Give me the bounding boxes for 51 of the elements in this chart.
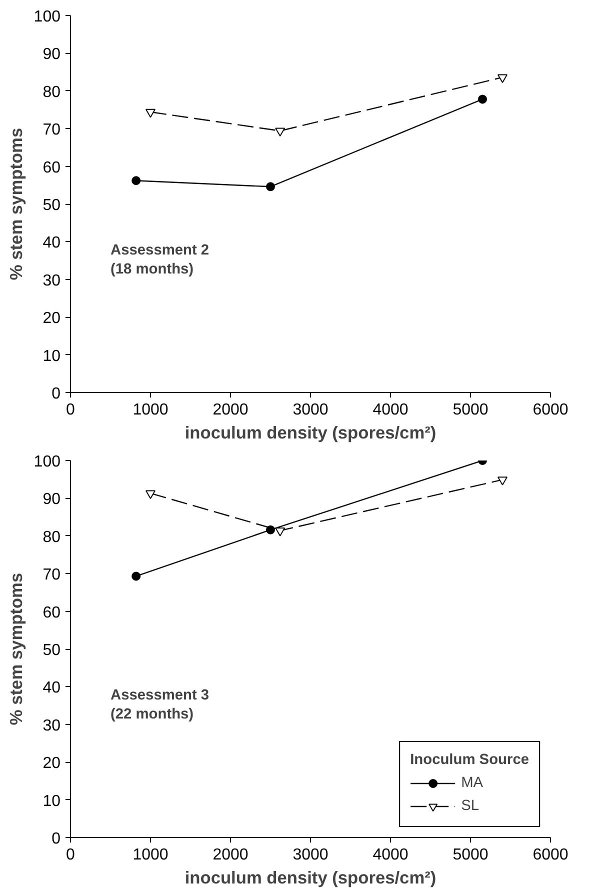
y-tick-label: 100 (34, 454, 61, 470)
y-tick-label: 100 (34, 8, 61, 26)
y-tick-label: 80 (42, 84, 61, 101)
x-tick-label: 6000 (532, 846, 568, 864)
y-tick-label: 10 (42, 792, 61, 810)
y-tick-label: 70 (42, 566, 61, 584)
y-tick-label: 50 (42, 197, 61, 214)
annotation: Assessment 2 (18 months) (110, 242, 210, 278)
y-tick-label: 80 (42, 528, 61, 546)
x-tick-label: 4000 (372, 846, 408, 864)
y-tick-label: 90 (42, 491, 61, 508)
y-tick-label: 0 (52, 386, 61, 402)
x-tick-label: 2000 (212, 846, 248, 864)
point (266, 182, 275, 192)
legend-label: SL (461, 798, 480, 814)
y-tick-label: 0 (52, 830, 61, 848)
y-tick-label: 20 (42, 755, 61, 772)
point (132, 176, 141, 186)
y-tick-label: 70 (42, 122, 61, 139)
x-tick-label: 0 (66, 846, 76, 864)
x-axis-title: inoculum density (spores/cm²) (184, 422, 436, 442)
y-tick-label: 40 (42, 234, 61, 252)
x-tick-label: 4000 (372, 402, 408, 418)
legend-title: Inoculum Source (410, 752, 529, 768)
x-tick-label: 1000 (132, 402, 168, 418)
y-tick-label: 10 (42, 348, 61, 365)
x-tick-label: 1000 (132, 846, 168, 864)
x-tick-label: 0 (66, 402, 76, 418)
point (146, 108, 156, 118)
y-tick-label: 40 (42, 680, 61, 697)
x-tick-label: 3000 (292, 402, 328, 418)
y-tick-label: 30 (42, 272, 61, 290)
y-tick-label: 60 (42, 604, 61, 622)
legend-label: MA (461, 775, 484, 791)
x-tick-label: 5000 (452, 402, 488, 418)
annotation: Assessment 3 (22 months) (110, 687, 210, 722)
x-tick-label: 2000 (212, 402, 248, 418)
point (478, 94, 487, 104)
y-tick-label: 50 (42, 642, 61, 659)
x-tick-label: 6000 (532, 402, 568, 418)
y-axis-title: % stem symptoms (6, 128, 26, 280)
x-tick-label: 3000 (292, 846, 328, 864)
point (498, 74, 508, 84)
y-tick-label: 20 (42, 310, 61, 328)
y-tick-label: 60 (42, 159, 61, 176)
point (275, 128, 286, 137)
x-tick-label: 5000 (452, 846, 488, 864)
y-tick-label: 90 (42, 46, 61, 64)
y-tick-label: 30 (42, 717, 61, 734)
y-axis-title: % stem symptoms (6, 572, 26, 726)
x-axis-title: inoculum density (spores/cm²) (184, 868, 436, 888)
